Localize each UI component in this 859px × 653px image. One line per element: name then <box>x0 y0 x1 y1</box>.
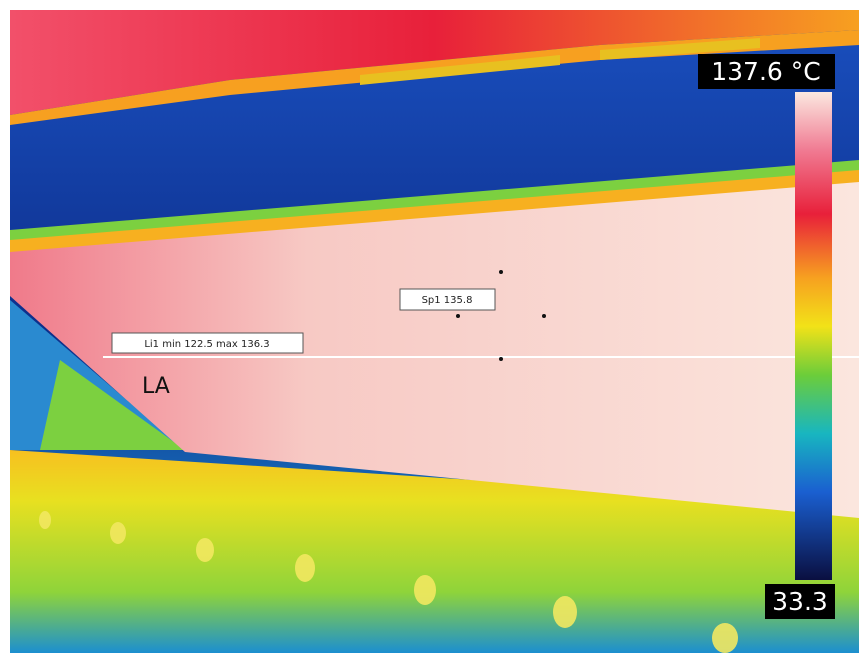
scene <box>10 10 859 653</box>
spot-label: Sp1 135.8 <box>422 295 473 306</box>
scale-max: 137.6 °C <box>711 57 820 86</box>
scale-min: 33.3 <box>772 587 828 616</box>
thermal-image: Sp1 135.8 Li1 min 122.5 max 136.3 LA 137… <box>0 0 859 653</box>
page: Sp1 135.8 Li1 min 122.5 max 136.3 LA 137… <box>0 0 859 653</box>
line-label: Li1 min 122.5 max 136.3 <box>144 339 269 350</box>
color-scale <box>795 92 832 580</box>
area-label: LA <box>142 374 170 399</box>
